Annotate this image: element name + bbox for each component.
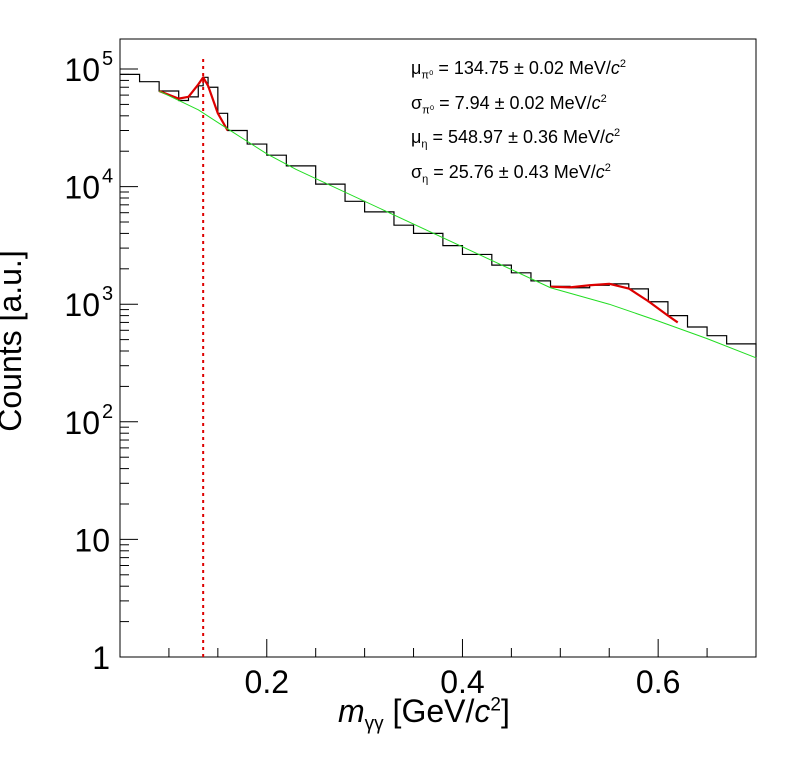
fit-annotation: σπ⁰ = 7.94 ± 0.02 MeV/c2 xyxy=(411,93,607,117)
y-tick-label: 1 xyxy=(92,640,110,676)
x-tick-label: 0.4 xyxy=(440,664,484,700)
y-tick-exponent: 4 xyxy=(102,166,113,188)
y-tick-exponent: 5 xyxy=(102,48,113,70)
y-tick-label: 10 xyxy=(74,522,110,558)
y-tick-exponent: 3 xyxy=(102,283,113,305)
background-fit-line xyxy=(158,90,757,359)
x-tick-label: 0.6 xyxy=(636,664,680,700)
axis-ticks xyxy=(119,68,757,658)
y-tick-label: 10 xyxy=(64,405,100,441)
y-tick-exponent: 2 xyxy=(102,401,113,423)
eta-fit-curve xyxy=(550,282,679,324)
y-tick-label: 10 xyxy=(64,287,100,323)
data-histogram xyxy=(120,73,757,358)
fit-annotation: ση = 25.76 ± 0.43 MeV/c2 xyxy=(411,162,611,186)
fit-annotation: μη = 548.97 ± 0.36 MeV/c2 xyxy=(411,127,621,151)
y-axis-label: Counts [a.u.] xyxy=(0,250,28,432)
y-tick-label: 10 xyxy=(64,170,100,206)
series-group xyxy=(120,59,757,657)
x-tick-label: 0.2 xyxy=(245,664,289,700)
fit-annotation: μπ⁰ = 134.75 ± 0.02 MeV/c2 xyxy=(411,58,626,82)
x-axis-label: mγγ [GeV/c2] xyxy=(338,693,510,735)
pi0-fit-curve xyxy=(158,76,229,132)
y-tick-label: 10 xyxy=(64,52,100,88)
